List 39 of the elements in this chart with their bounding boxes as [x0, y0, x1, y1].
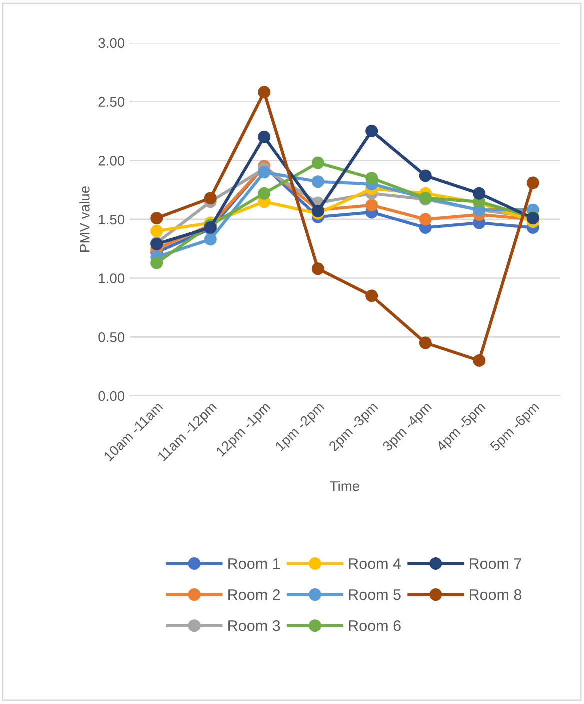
point [258, 187, 271, 200]
y-tick-label: 1.50 [99, 214, 125, 225]
point [473, 354, 486, 367]
point [312, 176, 324, 188]
point [419, 336, 432, 350]
y-tick-label: 3.00 [98, 38, 125, 48]
point [150, 212, 164, 225]
y-tick-label: 2.00 [98, 156, 125, 166]
point [419, 170, 432, 182]
point [366, 199, 378, 212]
y-tick-label: 0.00 [98, 391, 125, 402]
point [366, 290, 378, 302]
y-tick-label: 0.50 [98, 332, 125, 342]
y-tick-label: 1.00 [99, 274, 125, 284]
legend-label: Room 7 [470, 558, 522, 570]
point [258, 166, 271, 179]
point [366, 172, 378, 185]
x-axis-title: Time [330, 481, 360, 492]
point [150, 256, 164, 270]
point [312, 262, 324, 276]
point [150, 225, 164, 238]
point [366, 125, 378, 138]
legend-label: Room 1 [228, 558, 280, 570]
legend-label: Room 3 [228, 620, 280, 632]
point [204, 233, 217, 246]
point [312, 156, 324, 170]
legend-label: Room 4 [349, 558, 402, 570]
y-tick-label: 2.50 [98, 97, 125, 108]
y-axis-title: PMV value [80, 186, 90, 252]
point [473, 187, 486, 200]
point [258, 130, 271, 144]
point [204, 192, 217, 205]
point [526, 176, 540, 190]
point [258, 86, 271, 99]
legend-label: Room 2 [228, 589, 280, 600]
legend-label: Room 8 [470, 589, 522, 600]
legend-label: Room 5 [349, 590, 401, 600]
point [419, 213, 432, 226]
legend-label: Room 6 [349, 620, 401, 632]
